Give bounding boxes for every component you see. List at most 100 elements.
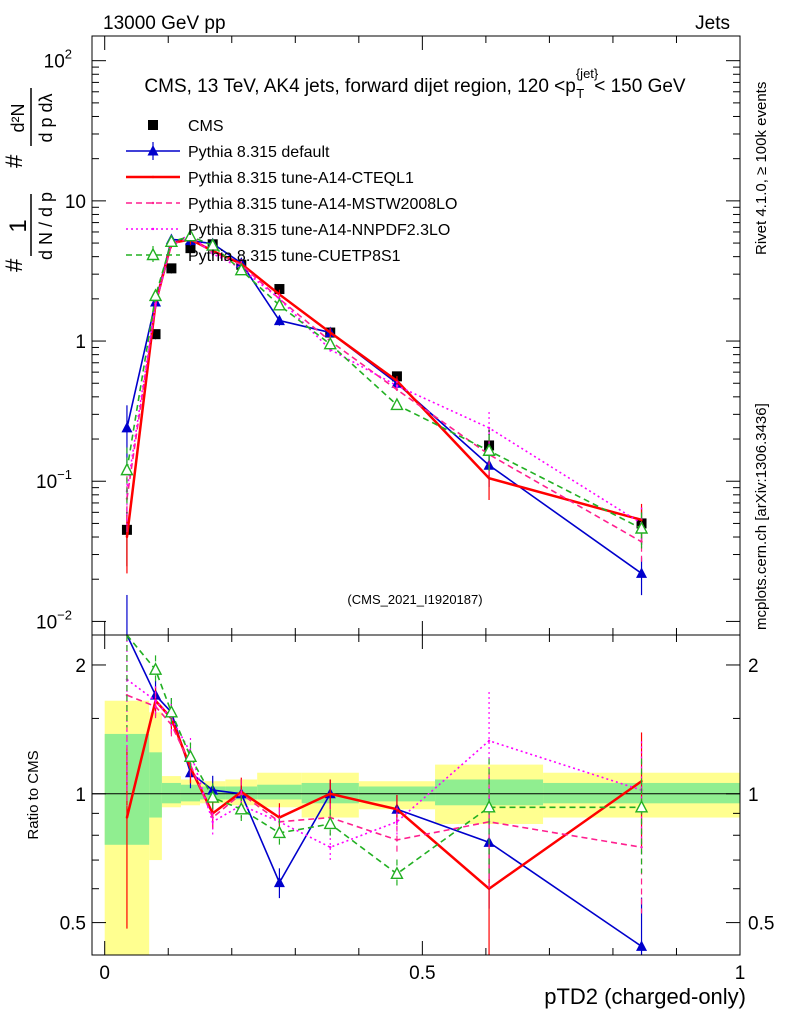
ratio-series-1 (125, 686, 643, 955)
ratio-point (329, 792, 332, 795)
ratio-green-band (257, 784, 302, 800)
ratio-series-layer (125, 594, 649, 955)
main-point (395, 388, 399, 391)
main-point (636, 567, 648, 578)
ratio-point (634, 799, 649, 813)
main-point (640, 540, 643, 543)
legend-marker (151, 227, 155, 231)
ratio-point (125, 816, 129, 819)
legend-marker (146, 247, 160, 261)
legend-label: CMS (188, 118, 224, 135)
ratio-series-line-2 (126, 694, 642, 849)
ratio-point (272, 825, 287, 839)
ratio-point (487, 739, 491, 742)
ratio-point (207, 784, 219, 795)
ratio-point (390, 866, 404, 880)
main-point (211, 252, 214, 255)
main-point (487, 426, 491, 430)
xtick-label: 0 (99, 963, 110, 984)
main-ytick-label: 10−1 (36, 467, 72, 493)
legend: CMS Pythia 8.315 default Pythia 8.315 tune… (126, 118, 457, 265)
svg-text:1: 1 (5, 219, 32, 232)
main-axes: 10−2 10−1 1 10 102 (36, 36, 741, 635)
ratio-ytick-label-right: 0.5 (748, 914, 774, 935)
main-point (390, 397, 404, 411)
rivet-version-label: Rivet 4.1.0, ≥ 100k events (753, 82, 770, 255)
xtick-label: 1 (735, 963, 746, 984)
main-point (166, 263, 177, 274)
ratio-point (395, 838, 399, 842)
main-point (185, 243, 196, 254)
main-point (487, 477, 491, 480)
main-series-5 (120, 228, 649, 551)
ratio-point (211, 820, 214, 824)
main-point (206, 238, 220, 251)
ratio-point (636, 940, 648, 951)
main-point (634, 520, 649, 534)
ratio-green-band (161, 782, 181, 804)
xlabel: pTD2 (charged-only) (544, 984, 746, 1009)
analysis-id-label: (CMS_2021_I1920187) (347, 592, 482, 607)
ratio-uncertainty-bands (92, 700, 740, 955)
xtick-label: 0.5 (409, 963, 435, 984)
ratio-point (183, 749, 198, 763)
main-point (234, 262, 248, 276)
main-point (329, 331, 332, 334)
main-series-2 (125, 234, 643, 574)
main-series-line-2 (125, 238, 642, 538)
svg-text:#: # (1, 154, 28, 168)
legend-label: Pythia 8.315 tune-CUETP8S1 (188, 248, 401, 265)
main-point (150, 329, 161, 340)
main-title: CMS, 13 TeV, AK4 jets, forward dijet reg… (144, 66, 686, 101)
ratio-ytick-label-right: 2 (748, 656, 759, 677)
main-series-0 (121, 239, 647, 567)
main-point (120, 462, 134, 476)
ratio-point (234, 801, 248, 815)
ratio-series-3 (125, 635, 643, 863)
ratio-ytick-label: 0.5 (60, 914, 86, 935)
ratio-point (240, 792, 243, 795)
main-point (273, 314, 285, 326)
ratio-point (482, 799, 496, 813)
main-ylabel: # 1 d N / d p # d²N d p dλ (1, 88, 56, 272)
main-point (323, 336, 337, 350)
main-point (121, 421, 133, 433)
main-point (125, 535, 129, 539)
ratio-point (154, 699, 157, 702)
main-ytick-label: 10−2 (36, 607, 72, 633)
legend-label: Pythia 8.315 tune-A14-CTEQL1 (188, 170, 414, 187)
ratio-point (164, 704, 179, 718)
main-panel: 10−2 10−1 1 10 102 CMS, 13 TeV, AK4 jets, fo… (36, 35, 741, 636)
main-point (164, 234, 179, 248)
main-point (272, 297, 287, 311)
main-ytick-label: 10 (65, 192, 86, 213)
legend-marker (151, 201, 155, 205)
ratio-series-line-4 (126, 634, 642, 875)
ratio-point (329, 846, 332, 849)
svg-text:d p dλ: d p dλ (36, 93, 56, 142)
main-point (154, 302, 157, 305)
legend-marker (148, 120, 158, 130)
ratio-green-band (149, 752, 162, 818)
legend-marker (151, 175, 155, 179)
ratio-point (487, 887, 491, 890)
svg-text:#: # (1, 258, 28, 272)
main-point (482, 443, 496, 456)
svg-text:d²N: d²N (8, 103, 28, 132)
ratio-point (206, 790, 220, 803)
main-series-line-1 (126, 238, 642, 575)
ratio-green-band (180, 784, 200, 802)
ratio-axes: 0.5 0.5 1 1 2 2 0 0.5 1 (60, 635, 774, 984)
ratio-series-4 (126, 634, 649, 890)
ratio-ylabel: Ratio to CMS (25, 750, 42, 839)
legend-label: Pythia 8.315 default (188, 144, 330, 161)
ratio-point (395, 820, 399, 824)
main-point (395, 384, 399, 387)
ratio-ytick-label: 2 (75, 656, 86, 677)
legend-label: Pythia 8.315 tune-A14-MSTW2008LO (188, 196, 457, 213)
main-point (148, 288, 163, 302)
category-label: Jets (695, 13, 730, 34)
main-ytick-label: 102 (44, 47, 72, 73)
main-series-line-4 (126, 234, 642, 525)
